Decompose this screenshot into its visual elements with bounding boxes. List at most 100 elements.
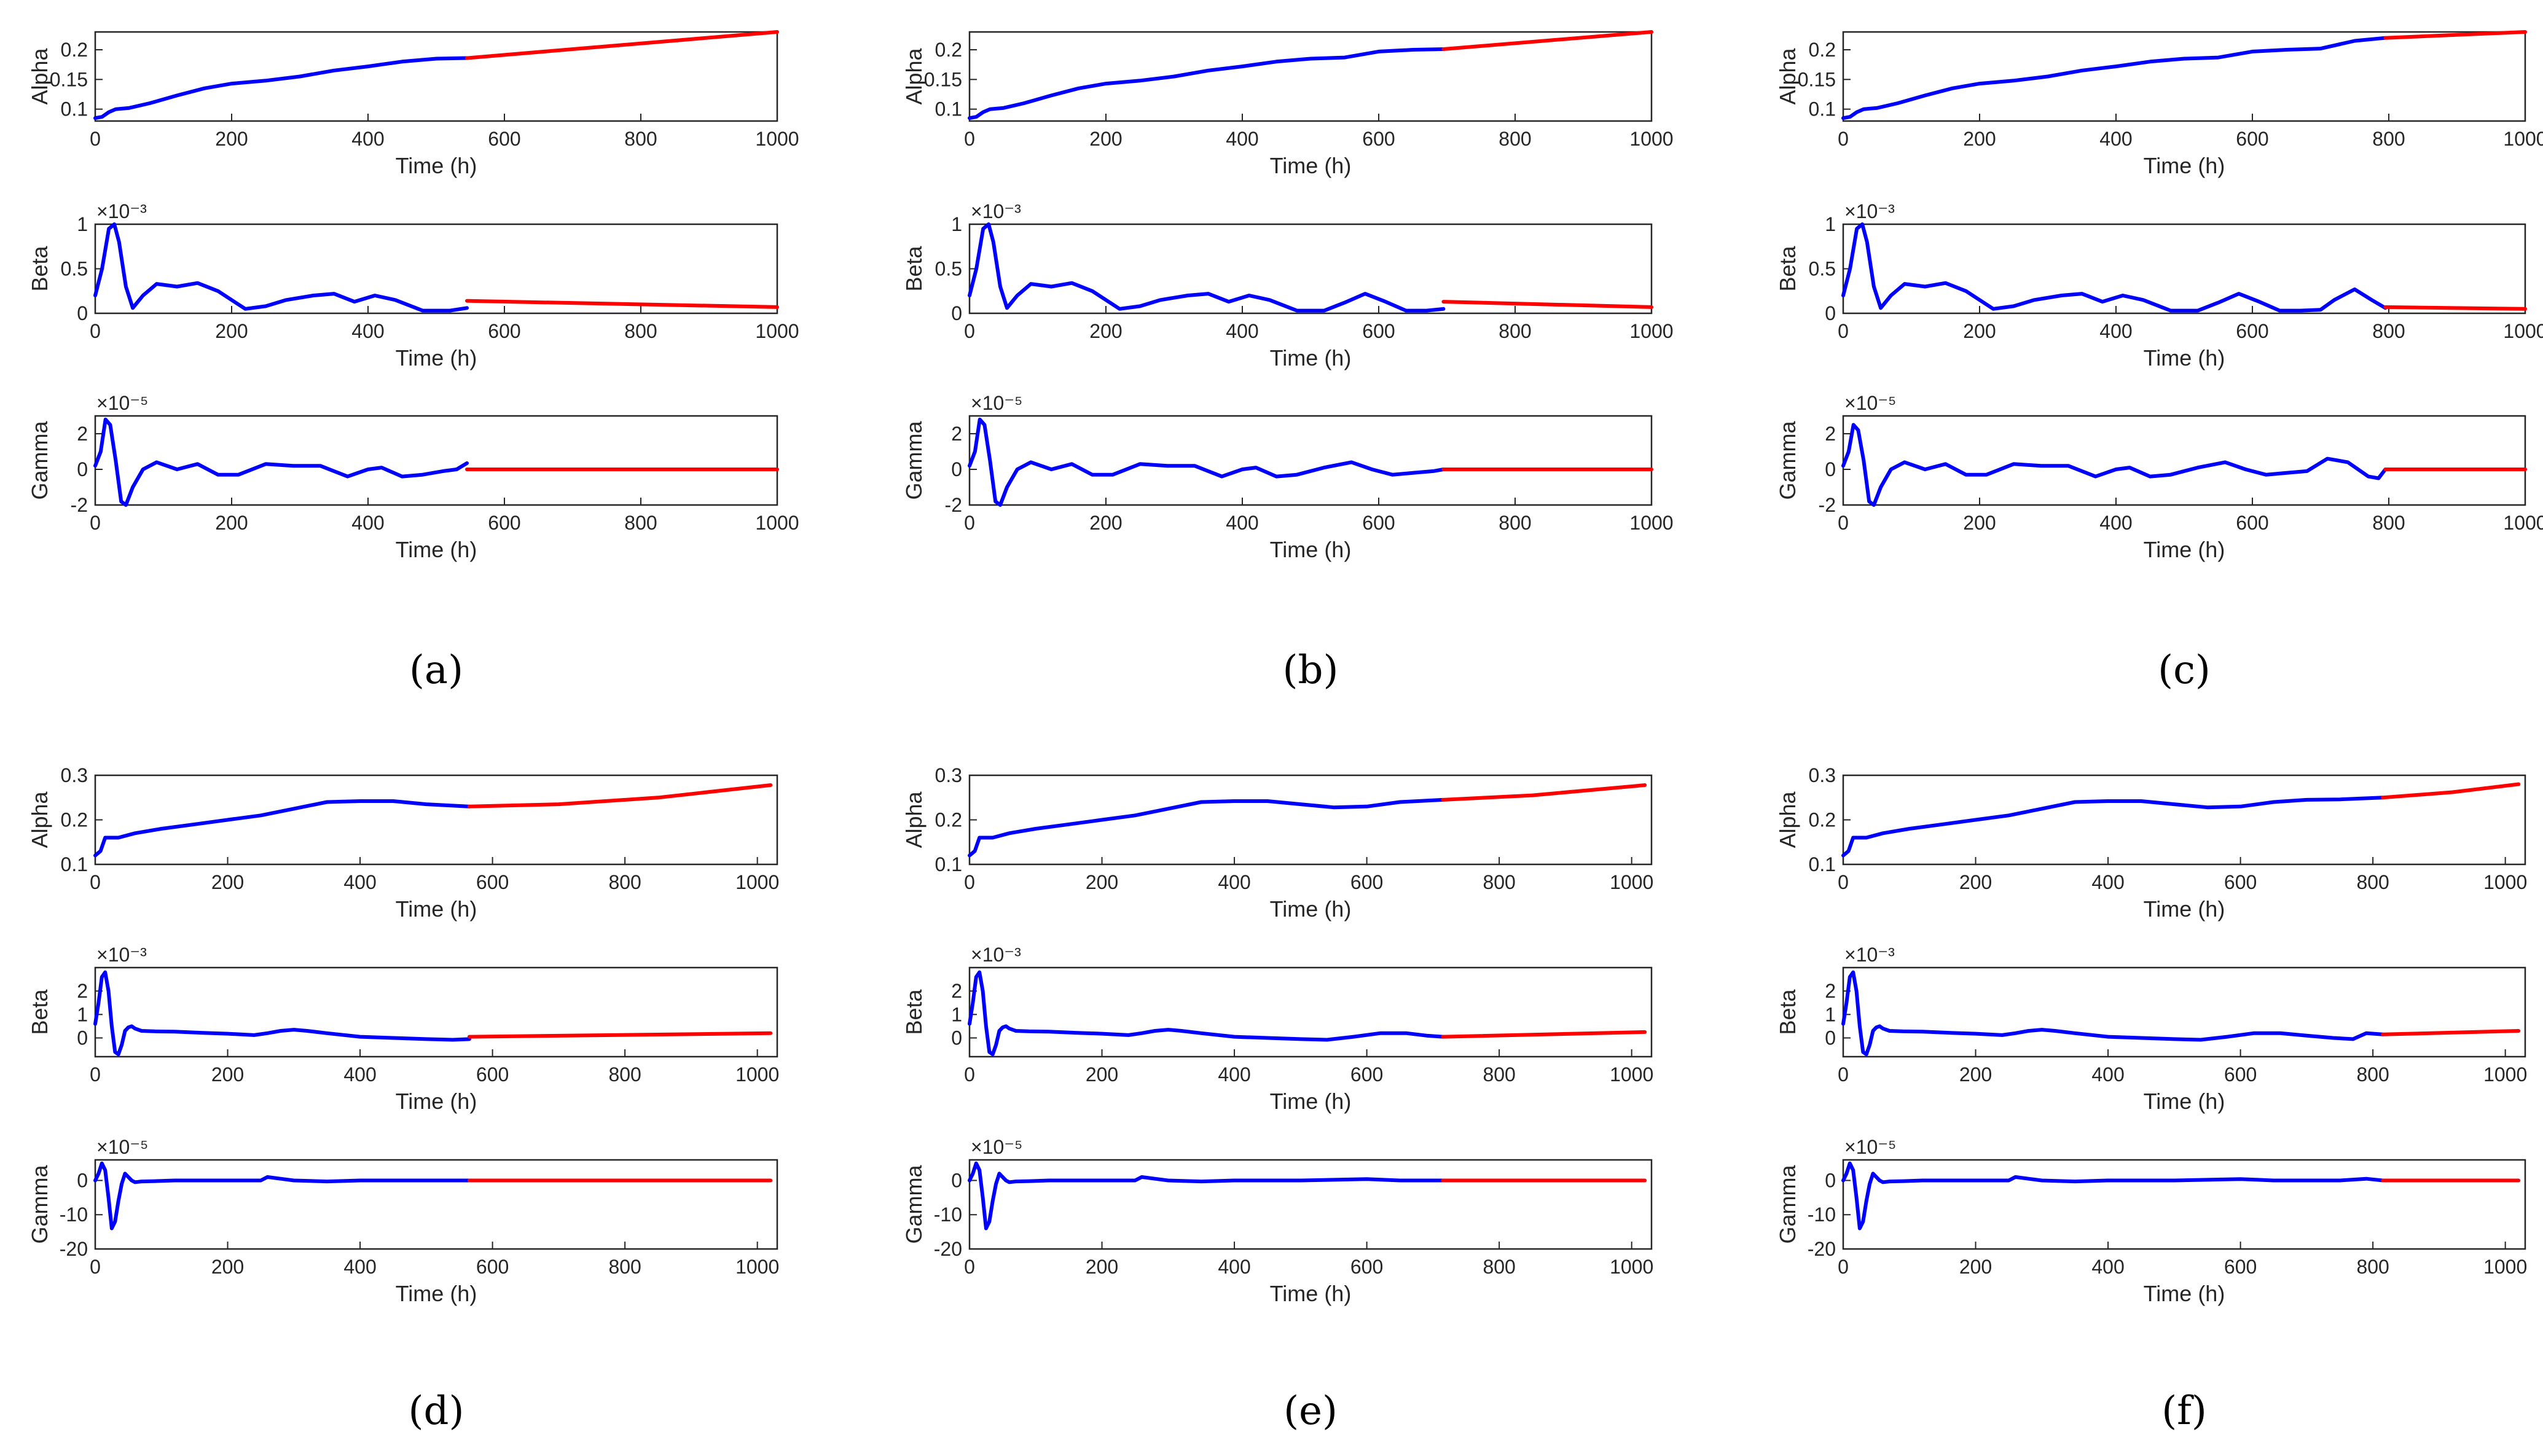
y-tick-label: 0.2 xyxy=(1809,809,1836,831)
axes-box xyxy=(1842,1159,2526,1250)
x-tick-label: 800 xyxy=(1483,1256,1515,1278)
x-tick-label: 200 xyxy=(1959,1063,1992,1086)
subfigure-caption: (b) xyxy=(1283,648,1339,693)
x-tick-label: 600 xyxy=(488,320,520,342)
y-tick-label: -10 xyxy=(934,1204,962,1226)
y-tick-label: 0.5 xyxy=(61,258,88,280)
x-tick-label: 0 xyxy=(90,128,101,150)
history-series xyxy=(1841,423,2388,507)
x-axis-label: Time (h) xyxy=(1270,1281,1352,1306)
prediction-series xyxy=(2383,30,2527,40)
x-tick-label: 200 xyxy=(1086,1063,1118,1086)
x-tick-label: 0 xyxy=(90,320,101,342)
x-tick-label: 1000 xyxy=(2503,320,2543,342)
x-tick-label: 1000 xyxy=(755,128,799,150)
x-tick-label: 800 xyxy=(624,128,657,150)
y-tick-label: 1 xyxy=(951,213,962,235)
x-tick-label: 400 xyxy=(1218,1256,1250,1278)
alpha-panel-f: 0 200 400 600 800 1000 0.1 0.2 0.3 Time (h) Alpha xyxy=(1775,764,2527,922)
y-tick-label: -20 xyxy=(1808,1238,1836,1260)
beta-panel-c: 0 200 400 600 800 1000 0 0.5 1 ×10⁻³ Time (h) Beta xyxy=(1775,200,2543,370)
exponent-label: ×10⁻⁵ xyxy=(971,1136,1022,1158)
y-tick-label: 0.2 xyxy=(61,809,88,831)
y-axis-label: Gamma xyxy=(27,421,52,500)
x-tick-label: 200 xyxy=(1963,128,1996,150)
x-tick-label: 1000 xyxy=(1629,320,1673,342)
y-axis-label: Alpha xyxy=(27,47,52,104)
x-tick-label: 800 xyxy=(608,871,641,893)
x-axis-label: Time (h) xyxy=(2144,1089,2225,1114)
x-axis-label: Time (h) xyxy=(2144,896,2225,922)
y-tick-label: 1 xyxy=(1825,213,1836,235)
y-tick-label: 0.3 xyxy=(935,764,962,786)
alpha-panel-a: 0 200 400 600 800 1000 0.1 0.15 0.2 Time (h) Alpha xyxy=(27,30,799,178)
prediction-series xyxy=(1441,1030,1647,1039)
history-series xyxy=(968,47,1446,120)
y-tick-label: 0.1 xyxy=(1809,853,1836,875)
history-series xyxy=(968,970,1445,1057)
axes-box xyxy=(1842,774,2526,866)
x-tick-label: 200 xyxy=(1089,320,1122,342)
y-tick-label: 0.3 xyxy=(61,764,88,786)
x-tick-label: 200 xyxy=(1963,512,1996,534)
x-tick-label: 400 xyxy=(2091,1256,2124,1278)
prediction-series xyxy=(467,1031,773,1039)
x-tick-label: 200 xyxy=(1086,1256,1118,1278)
y-tick-label: 0.2 xyxy=(935,39,962,61)
x-axis-label: Time (h) xyxy=(1270,896,1352,922)
y-axis-label: Gamma xyxy=(1775,421,1800,500)
x-tick-label: 800 xyxy=(2372,512,2405,534)
x-tick-label: 400 xyxy=(2091,1063,2124,1086)
x-tick-label: 0 xyxy=(1838,320,1849,342)
y-tick-label: 0.5 xyxy=(935,258,962,280)
x-tick-label: 1000 xyxy=(1629,512,1673,534)
x-tick-label: 800 xyxy=(608,1063,641,1086)
y-tick-label: -2 xyxy=(945,494,962,516)
x-tick-label: 600 xyxy=(2224,1256,2257,1278)
x-tick-label: 0 xyxy=(1838,128,1849,150)
y-tick-label: 2 xyxy=(1825,423,1836,445)
x-tick-label: 600 xyxy=(2236,512,2268,534)
x-tick-label: 0 xyxy=(90,512,101,534)
prediction-series xyxy=(1441,30,1653,51)
y-tick-label: 0.2 xyxy=(935,809,962,831)
axes-box xyxy=(94,31,778,122)
x-tick-label: 600 xyxy=(1362,320,1395,342)
y-tick-label: -2 xyxy=(1819,494,1836,516)
y-tick-label: 0 xyxy=(77,1027,88,1049)
x-tick-label: 400 xyxy=(1226,512,1258,534)
exponent-label: ×10⁻³ xyxy=(96,944,147,966)
exponent-label: ×10⁻³ xyxy=(96,200,147,222)
history-series xyxy=(93,222,469,313)
beta-panel-a: 0 200 400 600 800 1000 0 0.5 1 ×10⁻³ Time (h) Beta xyxy=(27,200,799,370)
axes-box xyxy=(1842,31,2526,122)
subfigure-caption: (c) xyxy=(2158,648,2211,693)
x-tick-label: 0 xyxy=(964,871,975,893)
y-tick-label: 0.15 xyxy=(924,68,962,90)
axes-box xyxy=(1842,415,2526,506)
x-tick-label: 1000 xyxy=(755,512,799,534)
y-tick-label: 0.1 xyxy=(1809,98,1836,120)
prediction-series xyxy=(467,783,773,808)
axes-box xyxy=(968,774,1653,866)
x-tick-label: 0 xyxy=(1838,512,1849,534)
x-tick-label: 800 xyxy=(2356,1063,2389,1086)
subfigure-caption: (d) xyxy=(409,1388,464,1434)
x-axis-label: Time (h) xyxy=(396,153,477,178)
x-tick-label: 0 xyxy=(90,1063,101,1086)
exponent-label: ×10⁻⁵ xyxy=(1844,392,1896,414)
y-tick-label: 1 xyxy=(1825,1003,1836,1025)
x-tick-label: 1000 xyxy=(2483,1256,2527,1278)
x-tick-label: 1000 xyxy=(2503,512,2543,534)
y-tick-label: 0.2 xyxy=(1809,39,1836,61)
x-tick-label: 1000 xyxy=(755,320,799,342)
x-tick-label: 400 xyxy=(1218,1063,1250,1086)
x-tick-label: 400 xyxy=(2099,320,2132,342)
history-series xyxy=(1841,222,2388,313)
